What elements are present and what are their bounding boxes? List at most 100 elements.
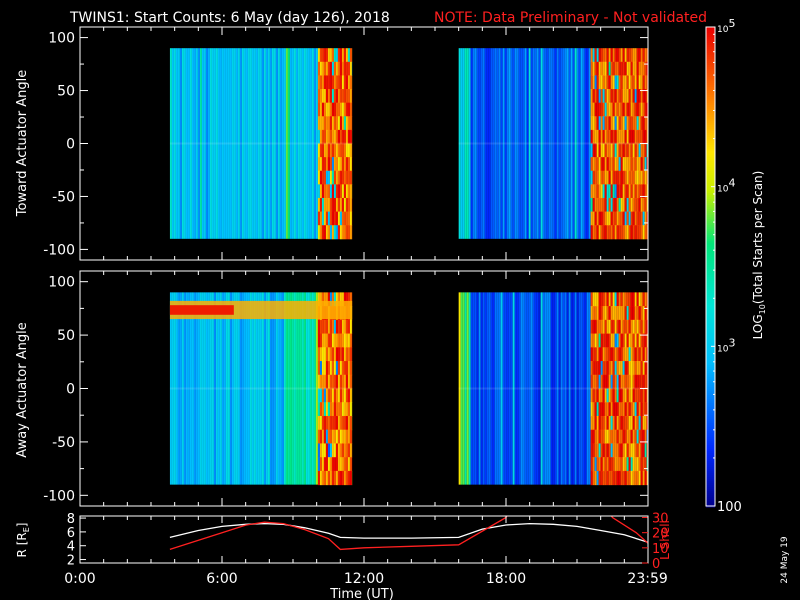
heatmap-cell xyxy=(616,319,619,335)
heatmap-cell xyxy=(638,361,641,376)
heatmap-cell xyxy=(598,75,601,90)
heatmap-cell xyxy=(626,211,629,226)
heatmap-cell xyxy=(347,102,350,117)
colorbar-segment xyxy=(706,101,715,104)
heatmap-cell xyxy=(494,48,497,239)
heatmap-cell xyxy=(596,211,599,226)
heatmap-cell xyxy=(498,292,501,485)
heatmap-cell xyxy=(628,116,631,131)
heatmap-cell xyxy=(630,184,633,199)
heatmap-cell xyxy=(622,116,625,131)
heatmap-cell xyxy=(323,225,326,240)
heatmap-cell xyxy=(327,402,330,417)
heatmap-cell xyxy=(638,470,641,486)
heatmap-cell xyxy=(590,374,593,389)
colorbar-segment xyxy=(706,321,715,324)
heatmap-cell xyxy=(323,129,326,144)
heatmap-cell xyxy=(205,48,208,239)
heatmap-cell xyxy=(640,143,643,158)
heatmap-cell xyxy=(305,292,308,485)
heatmap-cell xyxy=(508,292,511,485)
colorbar-segment xyxy=(706,219,715,222)
heatmap-cell xyxy=(319,102,322,117)
heatmap-cell xyxy=(632,116,635,131)
heatmap-cell xyxy=(636,116,639,131)
colorbar-segment xyxy=(706,503,715,506)
heatmap-cell xyxy=(329,333,332,348)
heatmap-cell xyxy=(602,143,605,158)
heatmap-cell xyxy=(570,292,573,485)
heatmap-cell xyxy=(317,402,320,417)
heatmap-cell xyxy=(630,429,633,444)
heatmap-cell xyxy=(646,129,648,144)
heatmap-cell xyxy=(624,374,627,389)
heatmap-cell xyxy=(640,170,643,185)
heatmap-cell xyxy=(592,102,595,117)
heatmap-cell xyxy=(333,197,336,213)
heatmap-cell xyxy=(624,470,627,486)
heatmap-cell xyxy=(606,102,609,117)
colorbar-segment xyxy=(706,73,715,76)
heatmap-cell xyxy=(317,443,320,458)
colorbar-segment xyxy=(706,107,715,110)
heatmap-cell xyxy=(500,292,503,485)
heatmap-cell xyxy=(337,102,340,117)
heatmap-cell xyxy=(634,143,637,158)
heatmap-cell xyxy=(640,211,643,226)
heatmap-cell xyxy=(219,48,222,239)
heatmap-cell xyxy=(604,225,607,240)
heatmap-cell xyxy=(592,157,595,172)
heatmap-cell xyxy=(476,292,479,485)
heatmap-cell xyxy=(323,388,326,403)
heatmap-cell xyxy=(319,170,322,185)
heatmap-cell xyxy=(622,470,625,486)
heatmap-cell xyxy=(233,48,236,239)
heatmap-cell xyxy=(347,143,350,158)
heatmap-cell xyxy=(319,402,322,417)
heatmap-cell xyxy=(564,48,567,239)
heatmap-cell xyxy=(602,415,605,431)
heatmap-cell xyxy=(345,184,348,199)
heatmap-cell xyxy=(317,225,320,240)
heatmap-cell xyxy=(327,116,330,131)
heatmap-cell xyxy=(325,415,328,431)
heatmap-cell xyxy=(592,470,595,486)
colorbar-segment xyxy=(706,187,715,190)
heatmap-cell xyxy=(594,143,597,158)
heatmap-cell xyxy=(317,75,320,90)
heatmap-cell xyxy=(247,48,250,239)
heatmap-cell xyxy=(626,415,629,431)
heatmap-cell xyxy=(327,157,330,172)
heatmap-cell xyxy=(592,143,595,158)
heatmap-cell xyxy=(612,61,615,76)
heatmap-cell xyxy=(349,116,352,131)
colorbar-segment xyxy=(706,471,715,474)
heatmap-cell xyxy=(634,443,637,458)
heatmap-cell xyxy=(331,129,334,144)
heatmap-cell xyxy=(642,374,645,389)
heatmap-cell xyxy=(632,388,635,403)
heatmap-cell xyxy=(550,292,553,485)
heatmap-cell xyxy=(630,89,633,104)
colorbar-segment xyxy=(706,377,715,380)
heatmap-cell xyxy=(602,61,605,76)
heatmap-cell xyxy=(616,292,619,307)
colorbar-segment xyxy=(706,409,715,412)
heatmap-cell xyxy=(343,61,346,76)
heatmap-cell xyxy=(610,415,613,431)
heatmap-cell xyxy=(600,170,603,185)
heatmap-cell xyxy=(628,374,631,389)
heatmap-cell xyxy=(349,443,352,458)
heatmap-cell xyxy=(646,157,648,172)
heatmap-cell xyxy=(612,457,615,472)
heatmap-cell xyxy=(317,89,320,104)
heatmap-cell xyxy=(634,347,637,362)
heatmap-cell xyxy=(608,61,611,76)
heatmap-cell xyxy=(602,89,605,104)
heatmap-cell xyxy=(632,75,635,90)
heatmap-cell xyxy=(640,157,643,172)
heatmap-cell xyxy=(317,197,320,213)
heatmap-cell xyxy=(323,361,326,376)
